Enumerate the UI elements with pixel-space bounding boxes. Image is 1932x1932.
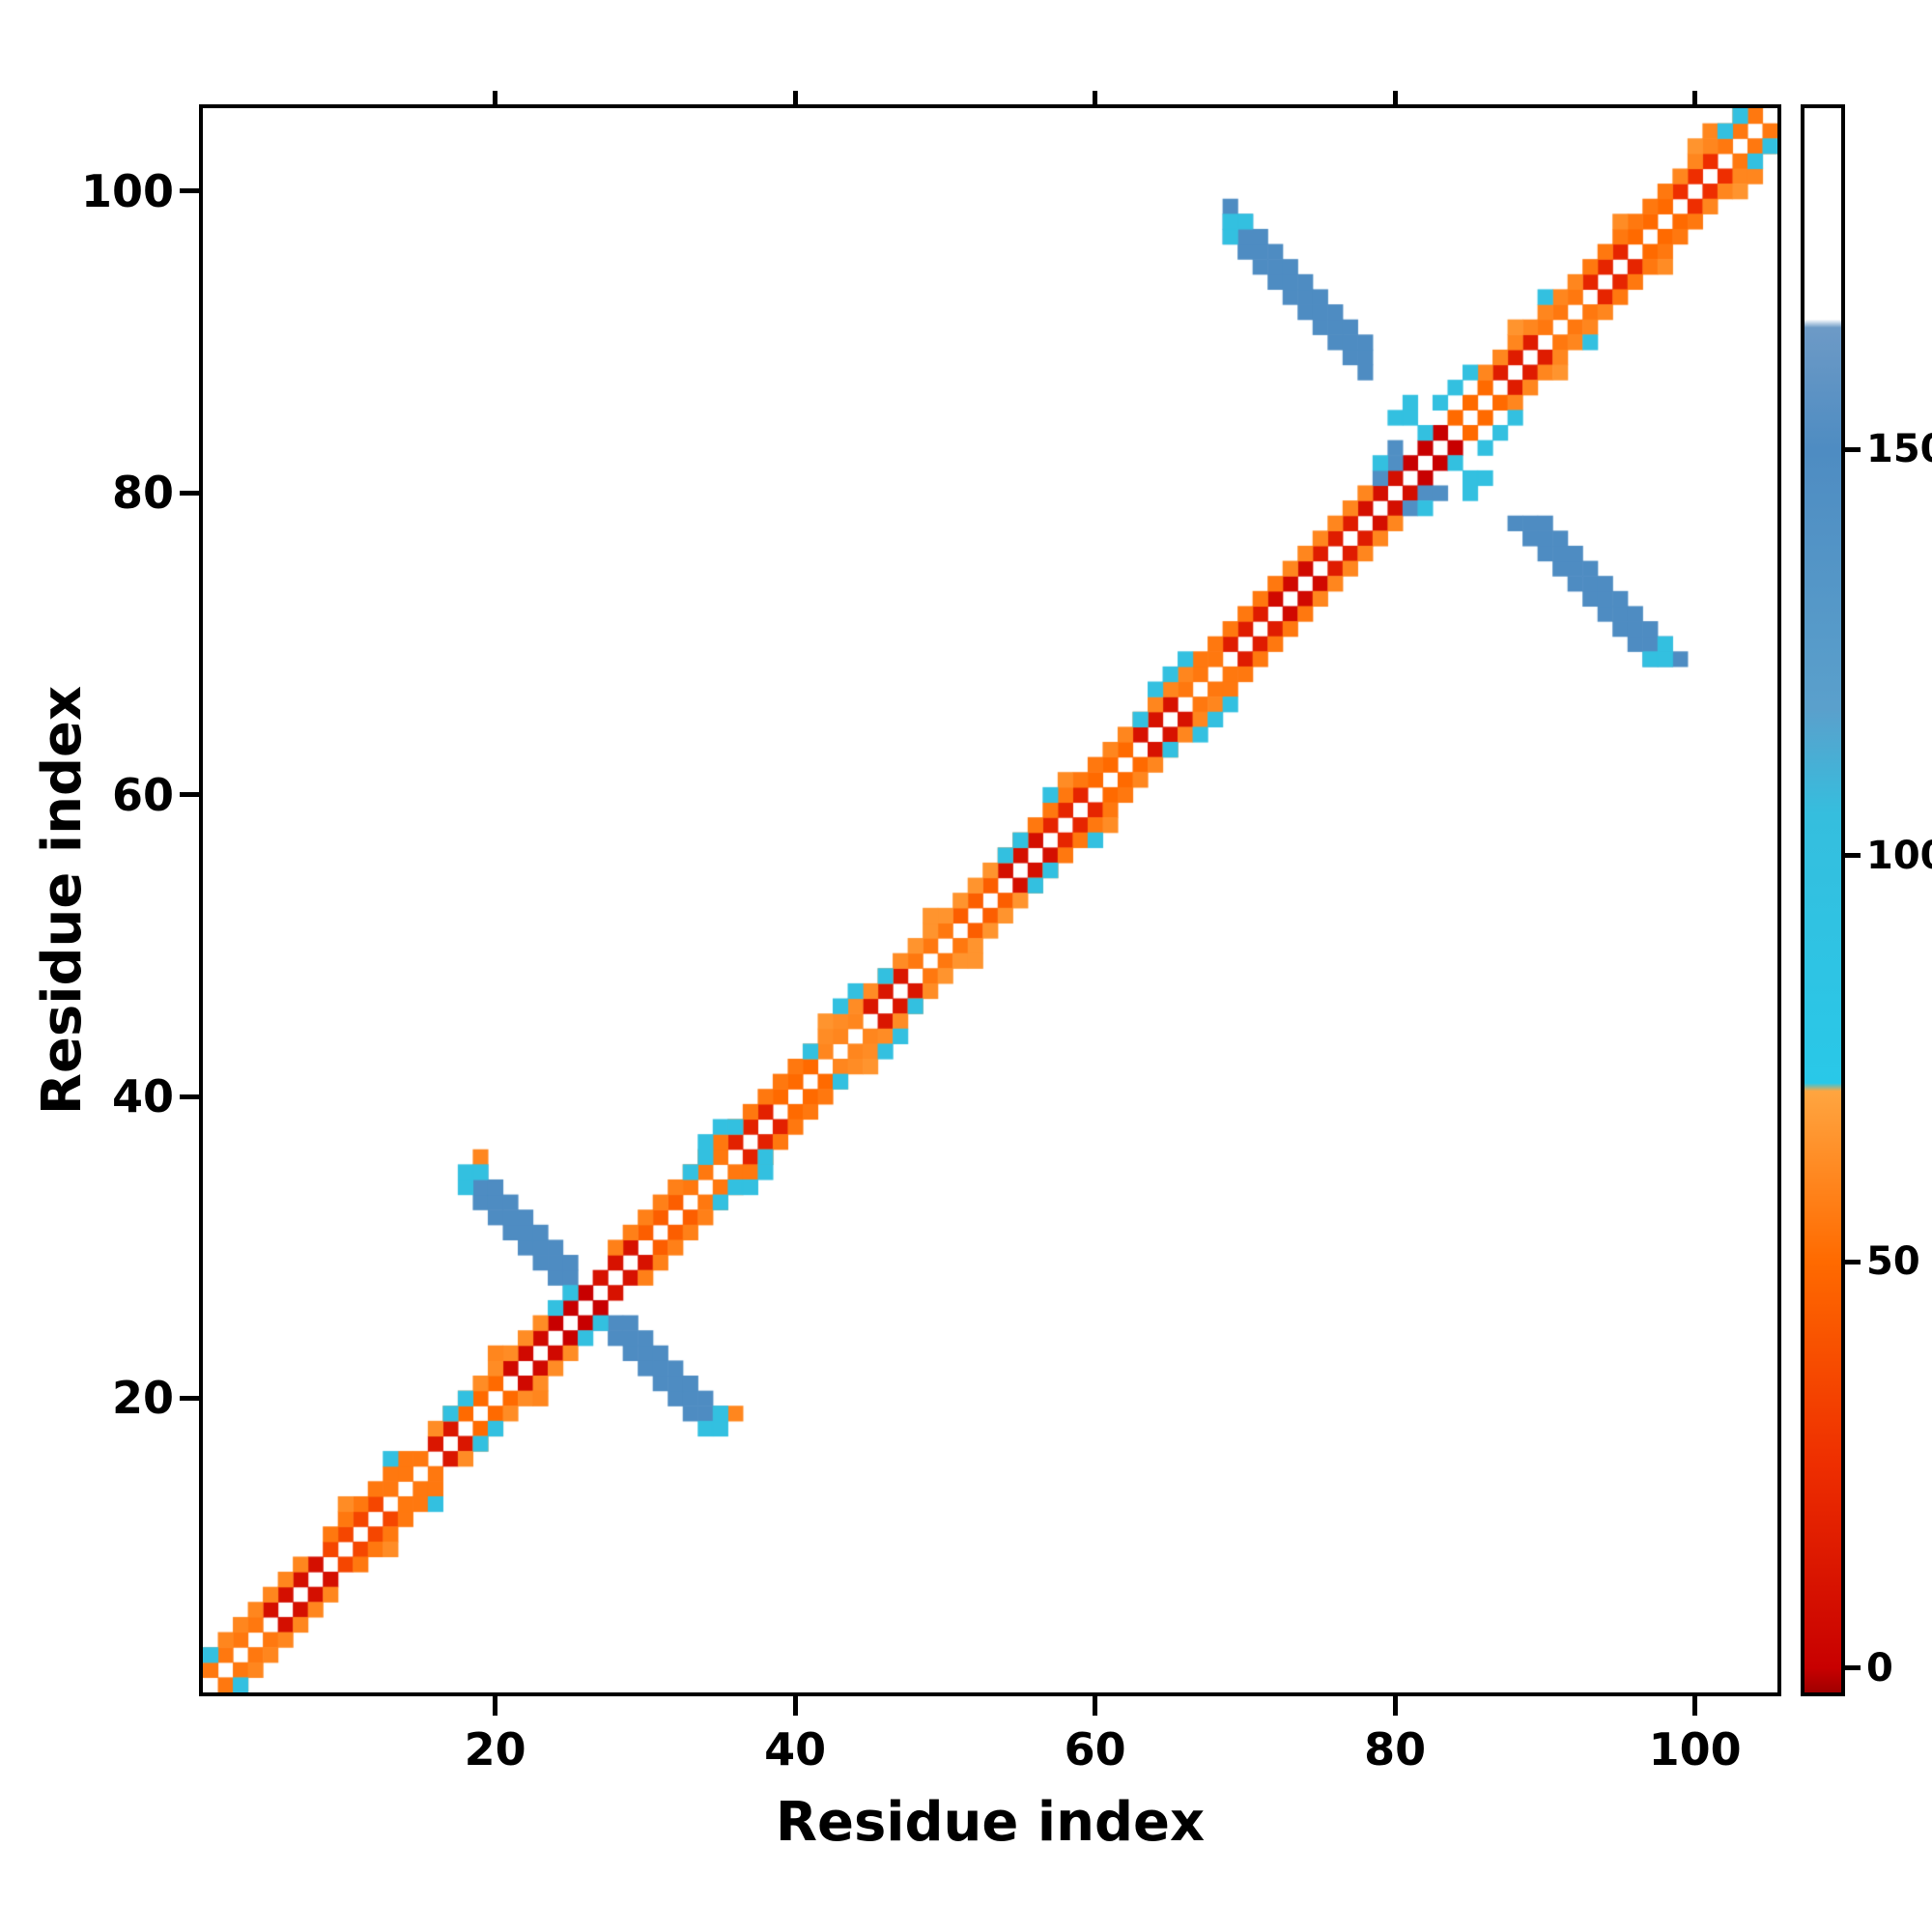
x-top-tick bbox=[1093, 91, 1098, 104]
x-tick-label: 60 bbox=[1064, 1723, 1126, 1776]
colorbar-tick-label: 50 bbox=[1866, 1239, 1920, 1285]
colorbar-tick-label: 100 bbox=[1866, 833, 1932, 878]
y-tick bbox=[180, 1094, 199, 1099]
colorbar-tick-label: 150 bbox=[1866, 427, 1932, 472]
y-tick bbox=[180, 490, 199, 496]
y-tick-label: 20 bbox=[111, 1372, 174, 1425]
x-tick-label: 100 bbox=[1648, 1723, 1742, 1776]
x-tick-label: 40 bbox=[764, 1723, 827, 1776]
colorbar-tick bbox=[1845, 446, 1861, 452]
y-tick-label: 100 bbox=[80, 164, 174, 217]
y-tick bbox=[180, 188, 199, 194]
x-tick bbox=[1093, 1696, 1098, 1716]
x-tick bbox=[792, 1696, 798, 1716]
colorbar-tick bbox=[1845, 853, 1861, 859]
y-tick bbox=[180, 1395, 199, 1401]
x-tick-label: 80 bbox=[1364, 1723, 1427, 1776]
x-top-tick bbox=[1392, 91, 1398, 104]
x-tick bbox=[493, 1696, 498, 1716]
plot-area bbox=[199, 104, 1781, 1696]
x-top-tick bbox=[792, 91, 798, 104]
x-axis-title: Residue index bbox=[775, 1791, 1206, 1854]
x-tick bbox=[1692, 1696, 1698, 1716]
x-top-tick bbox=[1692, 91, 1698, 104]
colorbar-tick bbox=[1845, 1665, 1861, 1671]
heatmap-canvas bbox=[203, 108, 1777, 1692]
colorbar-tick-label: 0 bbox=[1866, 1645, 1893, 1690]
y-tick bbox=[180, 792, 199, 798]
x-tick-label: 20 bbox=[464, 1723, 526, 1776]
y-tick-label: 60 bbox=[111, 768, 174, 821]
y-tick-label: 40 bbox=[111, 1070, 174, 1122]
x-top-tick bbox=[493, 91, 498, 104]
colorbar-tick bbox=[1845, 1259, 1861, 1264]
x-tick bbox=[1392, 1696, 1398, 1716]
colorbar bbox=[1801, 104, 1845, 1696]
y-tick-label: 80 bbox=[111, 467, 174, 520]
